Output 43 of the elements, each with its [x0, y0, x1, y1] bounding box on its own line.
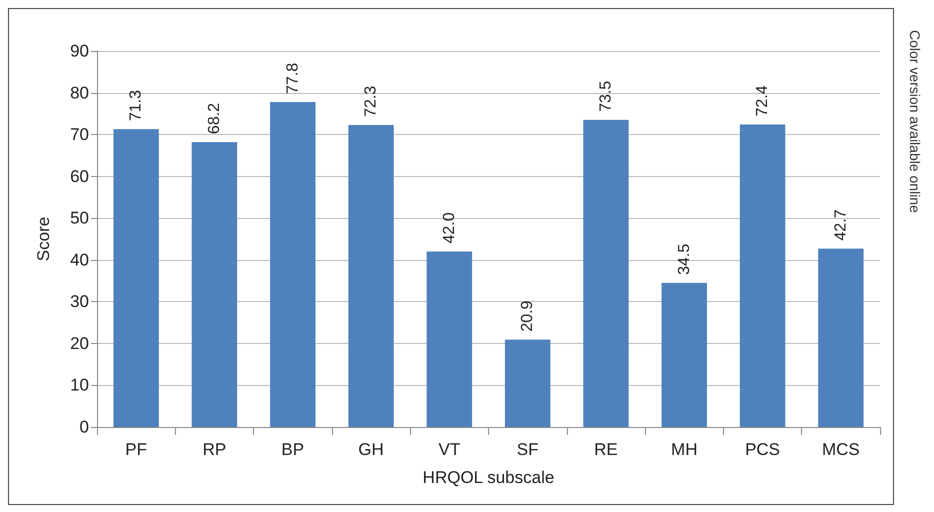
data-label: 71.3 — [128, 90, 145, 122]
y-tick-label: 70 — [70, 125, 89, 144]
bar — [818, 248, 864, 427]
bar — [583, 120, 629, 427]
x-tick-label: MCS — [822, 440, 860, 459]
x-tick-label: MH — [671, 440, 698, 459]
y-tick-label: 80 — [70, 83, 89, 102]
data-label: 20.9 — [519, 300, 536, 332]
data-label: 68.2 — [206, 102, 223, 134]
bar — [740, 124, 786, 427]
data-label: 34.5 — [676, 244, 693, 275]
y-tick-label: 20 — [70, 334, 89, 353]
bar — [662, 282, 707, 427]
data-label: 42.0 — [440, 212, 458, 244]
x-tick-label: SF — [516, 440, 539, 459]
y-tick-label: 60 — [70, 166, 89, 186]
bar — [270, 102, 316, 427]
data-label: 73.5 — [597, 80, 614, 112]
data-label: 77.8 — [284, 62, 302, 94]
x-tick-label: BP — [281, 440, 304, 459]
x-tick-label: PF — [125, 440, 148, 459]
y-tick-label: 30 — [70, 292, 89, 312]
y-tick-label: 50 — [70, 208, 89, 228]
x-tick-label: GH — [358, 440, 384, 459]
x-tick-label: PCS — [745, 440, 780, 459]
text: Color version available online — [907, 30, 923, 214]
x-tick-label: RP — [202, 440, 226, 459]
bar — [192, 142, 238, 427]
data-label: 72.4 — [754, 85, 772, 117]
bar — [113, 129, 159, 427]
y-tick-label: 10 — [70, 376, 89, 395]
y-axis-title: Score — [34, 216, 53, 262]
y-tick-label: 40 — [70, 250, 89, 270]
x-axis-title: HRQOL subscale — [422, 468, 554, 487]
y-tick-label: 90 — [70, 42, 89, 60]
y-tick-label: 0 — [80, 418, 89, 436]
bar — [348, 124, 394, 427]
x-tick-label: RE — [594, 440, 618, 459]
data-label: 42.7 — [832, 209, 850, 241]
x-tick-label: VT — [438, 440, 460, 459]
bar — [426, 252, 472, 427]
data-label: 72.3 — [362, 86, 380, 117]
bar — [504, 340, 550, 427]
